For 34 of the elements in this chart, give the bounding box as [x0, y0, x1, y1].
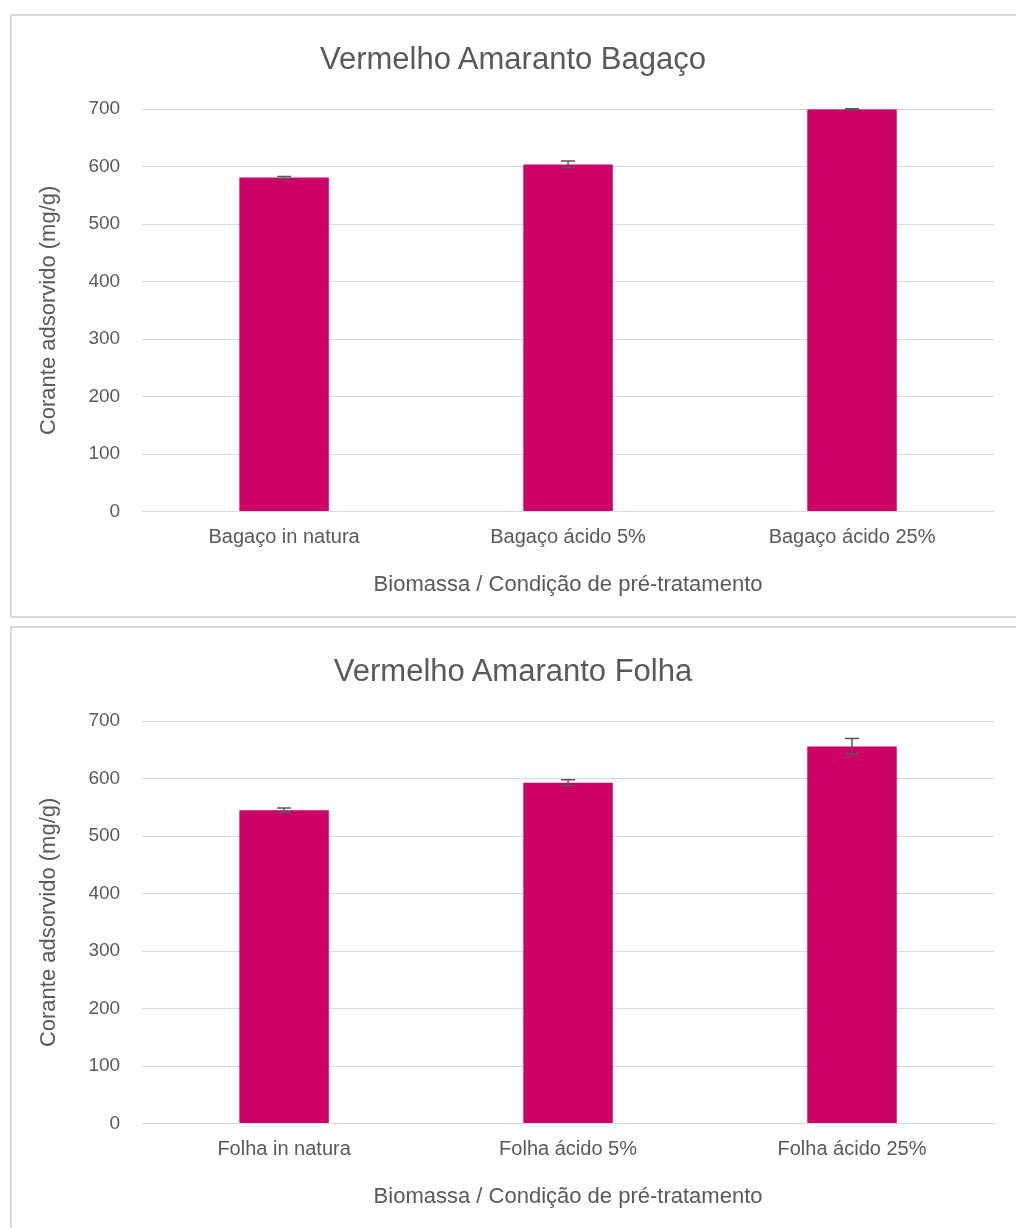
x-tick-label: Bagaço ácido 5%	[490, 525, 647, 548]
y-axis-title: Corante adsorvido (mg/g)	[35, 185, 61, 436]
bar	[523, 164, 613, 512]
bar	[239, 177, 329, 512]
x-tick-label: Folha in natura	[217, 1137, 352, 1160]
bar	[807, 746, 897, 1124]
y-tick-label: 100	[88, 442, 121, 464]
y-tick-label: 200	[88, 996, 121, 1018]
x-tick-label: Bagaço ácido 25%	[768, 525, 936, 548]
x-axis-title: Biomassa / Condição de pré-tratamento	[373, 570, 763, 596]
x-tick-label: Folha ácido 25%	[777, 1137, 927, 1160]
y-tick-label: 500	[88, 824, 121, 846]
y-tick-label: 100	[88, 1054, 121, 1076]
y-tick-label: 700	[88, 709, 121, 731]
x-tick-label: Folha ácido 5%	[499, 1137, 638, 1160]
y-tick-label: 700	[88, 97, 121, 119]
chart-title: Vermelho Amaranto Bagaço	[319, 41, 707, 77]
x-tick-label: Bagaço in natura	[208, 525, 361, 548]
y-tick-label: 400	[88, 269, 121, 291]
y-tick-label: 300	[88, 327, 121, 349]
bar	[523, 782, 613, 1124]
y-tick-label: 400	[88, 881, 121, 903]
x-axis-title: Biomassa / Condição de pré-tratamento	[373, 1182, 763, 1208]
y-tick-label: 200	[88, 384, 121, 406]
chart-title: Vermelho Amaranto Folha	[333, 653, 693, 689]
y-axis-title: Corante adsorvido (mg/g)	[35, 797, 61, 1048]
y-tick-label: 300	[88, 939, 121, 961]
bar	[239, 810, 329, 1124]
y-tick-label: 500	[88, 212, 121, 234]
y-tick-label: 0	[109, 499, 121, 521]
y-tick-label: 0	[109, 1111, 121, 1133]
y-tick-label: 600	[88, 154, 121, 176]
bar	[807, 109, 897, 512]
y-tick-label: 600	[88, 766, 121, 788]
